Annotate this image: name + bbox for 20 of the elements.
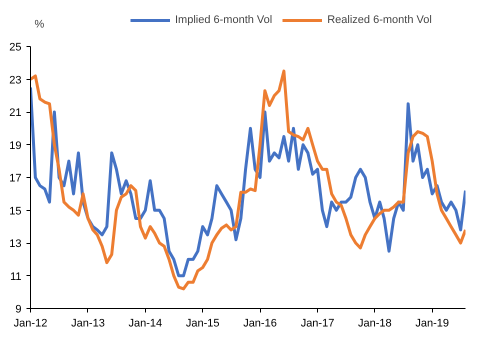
x-tick-label: Jan-19 [415,318,450,330]
x-tick-label: Jan-17 [300,318,334,330]
y-tick-label: 15 [9,205,22,218]
x-tick-label: Jan-13 [71,318,105,330]
legend-label: Implied 6-month Vol [175,14,272,26]
x-tick-label: Jan-14 [128,318,162,330]
y-tick-label: 21 [9,107,22,119]
x-tick-label: Jan-18 [358,318,392,330]
y-tick-label: 19 [9,140,22,152]
x-tick-label: Jan-16 [243,318,277,330]
y-axis-title: % [34,18,44,30]
y-tick-label: 17 [9,172,22,184]
legend-label: Realized 6-month Vol [327,14,432,26]
y-tick-label: 23 [9,74,22,86]
x-tick-label: Jan-12 [14,318,48,330]
y-tick-label: 13 [9,238,22,250]
y-tick-label: 25 [9,42,22,54]
y-tick-label: 11 [10,270,22,283]
y-tick-label: 9 [15,304,22,316]
x-tick-label: Jan-15 [186,318,220,330]
